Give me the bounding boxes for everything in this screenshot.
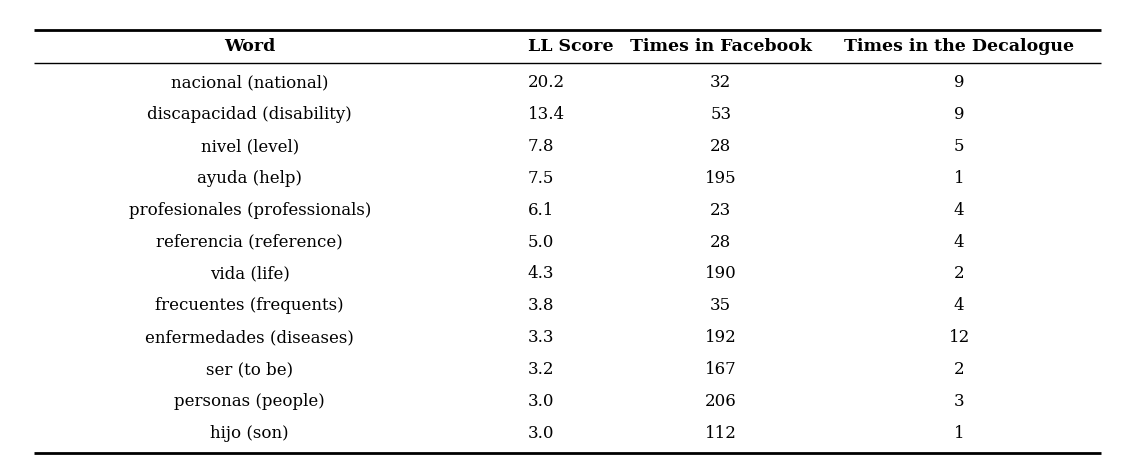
Text: 206: 206 [705,393,737,410]
Text: 4.3: 4.3 [528,266,554,282]
Text: 53: 53 [711,106,731,123]
Text: hijo (son): hijo (son) [210,425,289,442]
Text: Times in Facebook: Times in Facebook [630,38,812,55]
Text: 35: 35 [711,297,731,314]
Text: vida (life): vida (life) [210,266,289,282]
Text: referencia (reference): referencia (reference) [157,233,343,251]
Text: 3: 3 [953,393,965,410]
Text: 167: 167 [705,361,737,378]
Text: 32: 32 [711,74,731,91]
Text: LL Score: LL Score [528,38,613,55]
Text: 7.5: 7.5 [528,170,554,187]
Text: nivel (level): nivel (level) [201,138,299,155]
Text: 3.0: 3.0 [528,425,554,442]
Text: 1: 1 [953,425,965,442]
Text: 3.8: 3.8 [528,297,554,314]
Text: discapacidad (disability): discapacidad (disability) [148,106,352,123]
Text: nacional (national): nacional (national) [171,74,328,91]
Text: 3.3: 3.3 [528,329,554,346]
Text: ayuda (help): ayuda (help) [197,170,302,187]
Text: 6.1: 6.1 [528,202,554,219]
Text: 28: 28 [711,138,731,155]
Text: 4: 4 [953,233,965,251]
Text: 2: 2 [953,266,965,282]
Text: 4: 4 [953,297,965,314]
Text: 4: 4 [953,202,965,219]
Text: 28: 28 [711,233,731,251]
Text: ser (to be): ser (to be) [207,361,293,378]
Text: 20.2: 20.2 [528,74,565,91]
Text: 9: 9 [953,74,965,91]
Text: 192: 192 [705,329,737,346]
Text: 3.2: 3.2 [528,361,554,378]
Text: 112: 112 [705,425,737,442]
Text: 5: 5 [953,138,965,155]
Text: 5.0: 5.0 [528,233,554,251]
Text: 13.4: 13.4 [528,106,565,123]
Text: frecuentes (frequents): frecuentes (frequents) [155,297,344,314]
Text: enfermedades (diseases): enfermedades (diseases) [145,329,354,346]
Text: profesionales (professionals): profesionales (professionals) [128,202,371,219]
Text: 9: 9 [953,106,965,123]
Text: 7.8: 7.8 [528,138,554,155]
Text: Word: Word [224,38,276,55]
Text: 190: 190 [705,266,737,282]
Text: 195: 195 [705,170,737,187]
Text: 3.0: 3.0 [528,393,554,410]
Text: 1: 1 [953,170,965,187]
Text: personas (people): personas (people) [175,393,325,410]
Text: Times in the Decalogue: Times in the Decalogue [844,38,1074,55]
Text: 2: 2 [953,361,965,378]
Text: 12: 12 [949,329,969,346]
Text: 23: 23 [711,202,731,219]
